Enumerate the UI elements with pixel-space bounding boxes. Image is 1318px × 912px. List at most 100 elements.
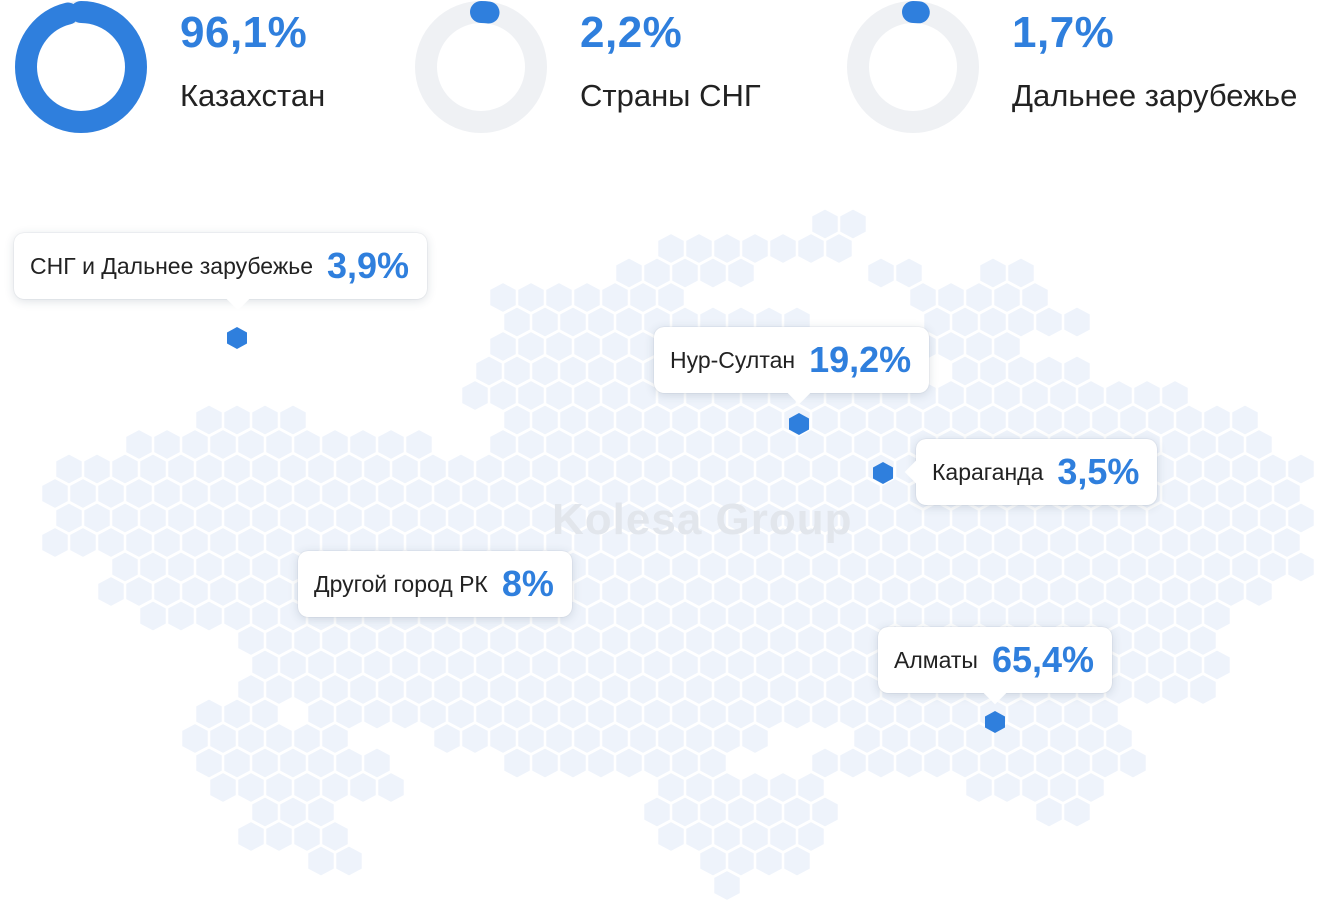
map-hex-cell bbox=[1232, 405, 1258, 435]
map-hex-cell bbox=[434, 626, 460, 655]
map-hex-cell bbox=[364, 748, 390, 778]
map-hex-cell bbox=[700, 503, 726, 533]
callout-name-karaganda: Караганда bbox=[932, 458, 1044, 485]
map-hex-cell bbox=[448, 454, 474, 484]
map-hex-cell bbox=[532, 503, 558, 533]
map-hex-cell bbox=[644, 552, 670, 582]
donut-arc bbox=[15, 1, 147, 133]
map-hex-cell bbox=[1162, 528, 1188, 557]
map-hex-cell bbox=[938, 332, 964, 361]
map-hex-cell bbox=[1232, 552, 1258, 582]
map-hex-cell bbox=[1134, 626, 1160, 655]
map-hex-cell bbox=[1106, 528, 1132, 557]
map-hex-cell bbox=[952, 307, 978, 337]
map-hex-cell bbox=[798, 675, 824, 704]
map-hex-cell bbox=[252, 699, 278, 729]
map-hex-cell bbox=[378, 528, 404, 557]
map-hex-cell bbox=[1148, 650, 1174, 680]
map-hex-cell bbox=[462, 626, 488, 655]
map-hex-cell bbox=[84, 454, 110, 484]
map-hex-cell bbox=[672, 601, 698, 631]
donut-chart-cis bbox=[415, 1, 547, 133]
map-hex-cell bbox=[364, 454, 390, 484]
map-hex-cell bbox=[630, 724, 656, 753]
map-hex-cell bbox=[98, 479, 124, 508]
map-hex-cell bbox=[658, 479, 684, 508]
map-hex-cell bbox=[826, 430, 852, 459]
map-hex-cell bbox=[476, 699, 502, 729]
map-hex-cell bbox=[1092, 699, 1118, 729]
map-hex-cell bbox=[882, 430, 908, 459]
map-hex-cell bbox=[490, 479, 516, 508]
map-hex-cell bbox=[1064, 503, 1090, 533]
map-hex-cell bbox=[714, 871, 740, 900]
map-hex-cell bbox=[658, 234, 684, 263]
map-hex-cell bbox=[238, 479, 264, 508]
map-hex-cell bbox=[532, 356, 558, 386]
map-hex-cell bbox=[1036, 748, 1062, 778]
map-hex-cell bbox=[1162, 381, 1188, 410]
map-hex-cell bbox=[630, 577, 656, 606]
map-hex-cell bbox=[924, 699, 950, 729]
map-hex-cell bbox=[406, 430, 432, 459]
map-hex-cell bbox=[868, 503, 894, 533]
map-hex-cell bbox=[602, 675, 628, 704]
donut-chart-far-abroad bbox=[847, 1, 979, 133]
map-hex-cell bbox=[308, 503, 334, 533]
map-hex-cell bbox=[728, 650, 754, 680]
map-hex-cell bbox=[756, 552, 782, 582]
map-hex-cell bbox=[1106, 675, 1132, 704]
map-hex-cell bbox=[714, 822, 740, 851]
map-hex-cell bbox=[840, 650, 866, 680]
map-hex-cell bbox=[616, 601, 642, 631]
map-hex-cell bbox=[756, 699, 782, 729]
map-hex-cell bbox=[294, 430, 320, 459]
map-hex-cell bbox=[770, 528, 796, 557]
map-hex-cell bbox=[1176, 601, 1202, 631]
map-hex-cell bbox=[672, 405, 698, 435]
map-hex-cell bbox=[336, 650, 362, 680]
map-hex-cell bbox=[980, 307, 1006, 337]
map-hex-cell bbox=[952, 356, 978, 386]
map-hex-cell bbox=[910, 577, 936, 606]
map-hex-cell bbox=[504, 650, 530, 680]
map-hex-cell bbox=[686, 528, 712, 557]
map-hex-cell bbox=[700, 552, 726, 582]
map-hex-cell bbox=[994, 773, 1020, 802]
map-hex-cell bbox=[588, 552, 614, 582]
map-hex-cell bbox=[1246, 479, 1272, 508]
map-hex-cell bbox=[182, 577, 208, 606]
map-hex-cell bbox=[1050, 577, 1076, 606]
stat-label-cis: Страны СНГ bbox=[580, 78, 761, 113]
map-hex-cell bbox=[1204, 503, 1230, 533]
map-hex-cell bbox=[994, 332, 1020, 361]
map-hex-cell bbox=[686, 773, 712, 802]
map-hex-cell bbox=[336, 454, 362, 484]
map-hex-cell bbox=[1064, 356, 1090, 386]
map-hex-cell bbox=[574, 283, 600, 312]
map-hex-cell bbox=[392, 699, 418, 729]
map-hex-cell bbox=[70, 479, 96, 508]
map-hex-cell bbox=[154, 577, 180, 606]
map-hex-cell bbox=[448, 650, 474, 680]
map-hex-cell bbox=[322, 479, 348, 508]
map-hex-cell bbox=[252, 503, 278, 533]
map-hex-cell bbox=[672, 503, 698, 533]
map-hex-cell bbox=[644, 258, 670, 288]
map-hex-cell bbox=[840, 405, 866, 435]
map-hex-cell bbox=[252, 650, 278, 680]
map-hex-cell bbox=[1092, 552, 1118, 582]
map-hex-cell bbox=[476, 356, 502, 386]
map-hex-cell bbox=[686, 430, 712, 459]
map-hex-cell bbox=[1190, 577, 1216, 606]
callout-value-other-city: 8% bbox=[501, 563, 554, 604]
map-hex-cell bbox=[1120, 601, 1146, 631]
map-hex-cell bbox=[294, 773, 320, 802]
map-hex-cell bbox=[420, 503, 446, 533]
map-hex-cell bbox=[434, 479, 460, 508]
map-hex-cell bbox=[1274, 528, 1300, 557]
map-hex-cell bbox=[868, 748, 894, 778]
map-hex-cell bbox=[210, 528, 236, 557]
donut-track bbox=[847, 1, 979, 133]
